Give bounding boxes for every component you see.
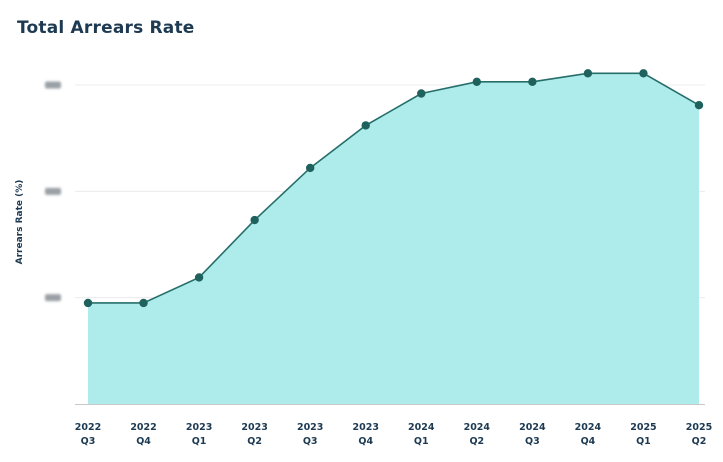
x-tick-label-8: 2024 Q3: [519, 422, 546, 447]
y-tick-labels: [45, 81, 61, 302]
x-tick-label-7: 2024 Q2: [464, 422, 491, 447]
series-line: [88, 72, 700, 304]
x-tick-label-4: 2023 Q3: [297, 422, 323, 447]
x-tick-labels: 2022 Q3 2022 Q4 2023 Q1 2023 Q2 2023 Q3 2023 Q4 2024…: [75, 422, 712, 447]
y-tick-label-2: [45, 81, 61, 89]
x-tick-label-3: 2023 Q2: [241, 422, 267, 447]
y-tick-label-1: [45, 187, 61, 195]
data-point-11: [694, 101, 704, 110]
area-layer: [88, 72, 700, 404]
data-point-0: [83, 298, 93, 308]
data-point-3: [250, 215, 259, 225]
x-tick-label-2: 2023 Q1: [186, 422, 212, 447]
x-tick-label-9: 2024 Q4: [575, 422, 602, 447]
data-point-2: [194, 273, 204, 282]
markers: [83, 69, 704, 308]
data-point-8: [528, 77, 537, 87]
x-tick-label-11: 2025 Q2: [686, 422, 712, 447]
x-tick-label-5: 2023 Q4: [353, 422, 379, 447]
data-point-4: [305, 163, 315, 173]
area-fill: [88, 73, 699, 404]
data-point-10: [639, 69, 648, 78]
x-tick-label-6: 2024 Q1: [408, 422, 435, 447]
data-point-1: [139, 298, 148, 308]
x-tick-label-1: 2022 Q4: [130, 422, 156, 447]
data-point-5: [361, 121, 370, 130]
data-point-7: [472, 77, 482, 87]
chart-title: Total Arrears Rate: [17, 18, 195, 38]
x-tick-label-0: 2022 Q3: [75, 422, 101, 447]
data-point-9: [583, 69, 593, 78]
data-point-6: [417, 89, 426, 98]
y-tick-label-0: [45, 294, 61, 302]
x-tick-label-10: 2025 Q1: [630, 422, 656, 447]
